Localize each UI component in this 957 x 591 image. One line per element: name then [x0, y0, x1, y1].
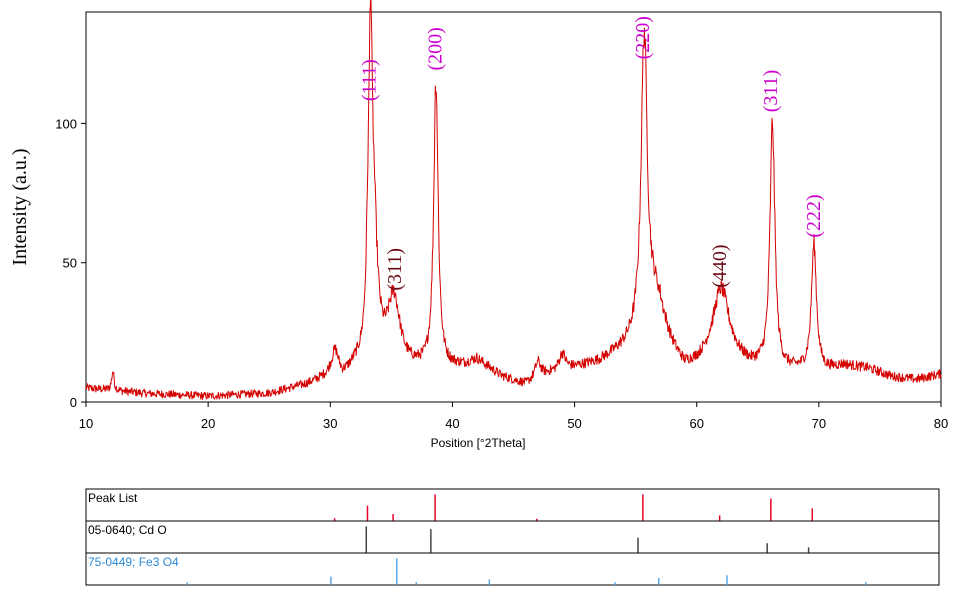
x-ticks: 10 20 30 40 50 60 70 80 [79, 402, 948, 431]
y-ticks: 0 50 100 [55, 116, 86, 410]
peak-label: (311) [384, 248, 406, 291]
x-tick-label: 30 [323, 416, 337, 431]
reference-panel-label: Peak List [88, 491, 138, 505]
plot-frame [85, 11, 942, 403]
y-tick-label: 100 [55, 116, 77, 131]
peak-label: (222) [803, 194, 825, 237]
reference-panel-frame [85, 488, 940, 586]
x-axis-title: Position [°2Theta] [431, 436, 526, 450]
reference-panel-label: 05-0640; Cd O [88, 523, 167, 537]
reference-panels: Peak List 05-0640; Cd O 75-0449; Fe3 O4 [86, 491, 939, 585]
peak-label: (111) [358, 59, 380, 101]
diffraction-pattern-line [85, 0, 942, 400]
peak-label: (200) [424, 27, 446, 70]
x-tick-label: 20 [201, 416, 215, 431]
peak-annotations: (111) (200) (220) (311) (222) (311) (440) [358, 16, 825, 291]
x-tick-label: 50 [567, 416, 581, 431]
peak-label: (311) [760, 70, 782, 113]
peak-label: (220) [632, 16, 654, 59]
y-tick-label: 50 [63, 256, 77, 271]
x-tick-label: 80 [934, 416, 948, 431]
y-axis-title: Intensity (a.u.) [9, 148, 31, 265]
y-tick-label: 0 [70, 395, 77, 410]
reference-panel-label: 75-0449; Fe3 O4 [88, 555, 179, 569]
x-tick-label: 40 [445, 416, 459, 431]
x-tick-label: 10 [79, 416, 93, 431]
x-tick-label: 70 [812, 416, 826, 431]
x-tick-label: 60 [689, 416, 703, 431]
peak-label: (440) [709, 244, 731, 287]
